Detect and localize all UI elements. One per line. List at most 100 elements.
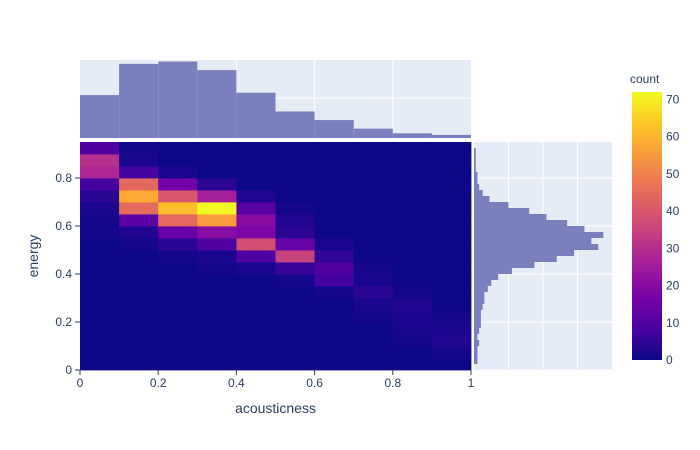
heatmap-cell bbox=[158, 310, 198, 323]
heatmap-cell bbox=[431, 286, 472, 299]
heatmap-cell bbox=[275, 298, 315, 311]
heatmap-cell bbox=[275, 154, 315, 167]
heatmap-cell bbox=[197, 310, 237, 323]
heatmap-cell bbox=[158, 226, 198, 239]
marginal-y-bar bbox=[474, 274, 499, 280]
y-tick-label: 0.6 bbox=[55, 219, 72, 233]
heatmap-cell bbox=[431, 334, 472, 347]
heatmap-cell bbox=[275, 286, 315, 299]
colorbar-tick-label: 0 bbox=[666, 353, 673, 367]
heatmap-cell bbox=[275, 334, 315, 347]
marginal-y-histogram bbox=[474, 142, 612, 371]
marginal-x-histogram bbox=[80, 60, 471, 139]
heatmap-cell bbox=[80, 214, 120, 227]
heatmap-cell bbox=[236, 226, 276, 239]
marginal-x-bar bbox=[392, 133, 432, 138]
x-axis-title: acousticness bbox=[235, 400, 316, 416]
marginal-y-bar bbox=[474, 322, 481, 328]
heatmap-cell bbox=[158, 334, 198, 347]
heatmap-cell bbox=[392, 286, 433, 299]
heatmap-cell bbox=[431, 358, 472, 371]
heatmap-cell bbox=[314, 322, 355, 335]
heatmap-cell bbox=[236, 346, 276, 359]
heatmap-cell bbox=[353, 238, 394, 251]
heatmap-cell bbox=[353, 286, 394, 299]
heatmap-cell bbox=[119, 298, 159, 311]
marginal-x-bars bbox=[80, 61, 471, 139]
heatmap-cell bbox=[392, 190, 433, 203]
colorbar-tick-label: 60 bbox=[666, 130, 680, 144]
heatmap-cell bbox=[353, 298, 394, 311]
heatmap-cell bbox=[80, 166, 120, 179]
heatmap-cell bbox=[431, 250, 472, 263]
heatmap-cell bbox=[431, 166, 472, 179]
heatmap-cell bbox=[353, 358, 394, 371]
heatmap-cell bbox=[80, 322, 120, 335]
heatmap-cell bbox=[197, 358, 237, 371]
heatmap-cell bbox=[314, 298, 355, 311]
heatmap-cell bbox=[158, 322, 198, 335]
heatmap-cell bbox=[392, 226, 433, 239]
heatmap-cell bbox=[197, 214, 237, 227]
y-tick-label: 0.2 bbox=[55, 315, 72, 329]
heatmap-cell bbox=[80, 154, 120, 167]
heatmap-cell bbox=[431, 154, 472, 167]
heatmap-cell bbox=[353, 346, 394, 359]
marginal-y-bar bbox=[474, 250, 575, 256]
marginal-y-bar bbox=[474, 154, 476, 160]
marginal-y-bar bbox=[474, 184, 480, 190]
marginal-y-bar bbox=[474, 292, 485, 298]
heatmap-cell bbox=[392, 310, 433, 323]
colorbar-tick-label: 10 bbox=[666, 316, 680, 330]
colorbar-tick-label: 20 bbox=[666, 279, 680, 293]
heatmap-cell bbox=[158, 202, 198, 215]
heatmap-cell bbox=[236, 310, 276, 323]
heatmap-cell bbox=[353, 226, 394, 239]
marginal-y-bar bbox=[474, 310, 481, 316]
heatmap-cell bbox=[236, 322, 276, 335]
heatmap-cell bbox=[275, 142, 315, 155]
heatmap-cell bbox=[197, 202, 237, 215]
heatmap-cell bbox=[158, 346, 198, 359]
colorbar-gradient bbox=[632, 92, 662, 360]
heatmap-cell bbox=[119, 262, 159, 275]
colorbar-tick-label: 70 bbox=[666, 92, 680, 106]
marginal-y-bar bbox=[474, 352, 478, 358]
heatmap-cell bbox=[392, 262, 433, 275]
heatmap-cell bbox=[197, 322, 237, 335]
heatmap-cell bbox=[392, 154, 433, 167]
heatmap-cell bbox=[80, 310, 120, 323]
heatmap-cell bbox=[314, 262, 355, 275]
heatmap-cell bbox=[353, 274, 394, 287]
heatmap-cell bbox=[197, 226, 237, 239]
heatmap-cell bbox=[119, 142, 159, 155]
heatmap-cell bbox=[392, 334, 433, 347]
heatmap-cell bbox=[236, 262, 276, 275]
heatmap-cell bbox=[80, 178, 120, 191]
marginal-y-bar bbox=[474, 316, 481, 322]
heatmap-cell bbox=[119, 154, 159, 167]
marginal-y-bar bbox=[474, 178, 478, 184]
heatmap-cell bbox=[275, 214, 315, 227]
x-axis-ticks: 0 0.2 0.4 0.6 0.8 1 bbox=[77, 370, 475, 390]
heatmap-cell bbox=[353, 178, 394, 191]
heatmap-cell bbox=[236, 358, 276, 371]
marginal-y-bar bbox=[474, 334, 478, 340]
heatmap-cell bbox=[158, 142, 198, 155]
marginal-y-bar bbox=[474, 358, 478, 364]
heatmap-cell bbox=[392, 202, 433, 215]
heatmap-cell bbox=[158, 178, 198, 191]
heatmap-cell bbox=[236, 298, 276, 311]
heatmap-cell bbox=[119, 250, 159, 263]
heatmap-cell bbox=[119, 166, 159, 179]
marginal-y-bar bbox=[474, 220, 568, 226]
marginal-y-bar bbox=[474, 268, 512, 274]
heatmap-cell bbox=[431, 310, 472, 323]
heatmap-cell bbox=[314, 238, 355, 251]
marginal-y-bar bbox=[474, 256, 557, 262]
heatmap-cells bbox=[80, 142, 472, 371]
colorbar-title: count bbox=[630, 72, 660, 86]
heatmap-cell bbox=[275, 262, 315, 275]
heatmap-cell bbox=[275, 166, 315, 179]
